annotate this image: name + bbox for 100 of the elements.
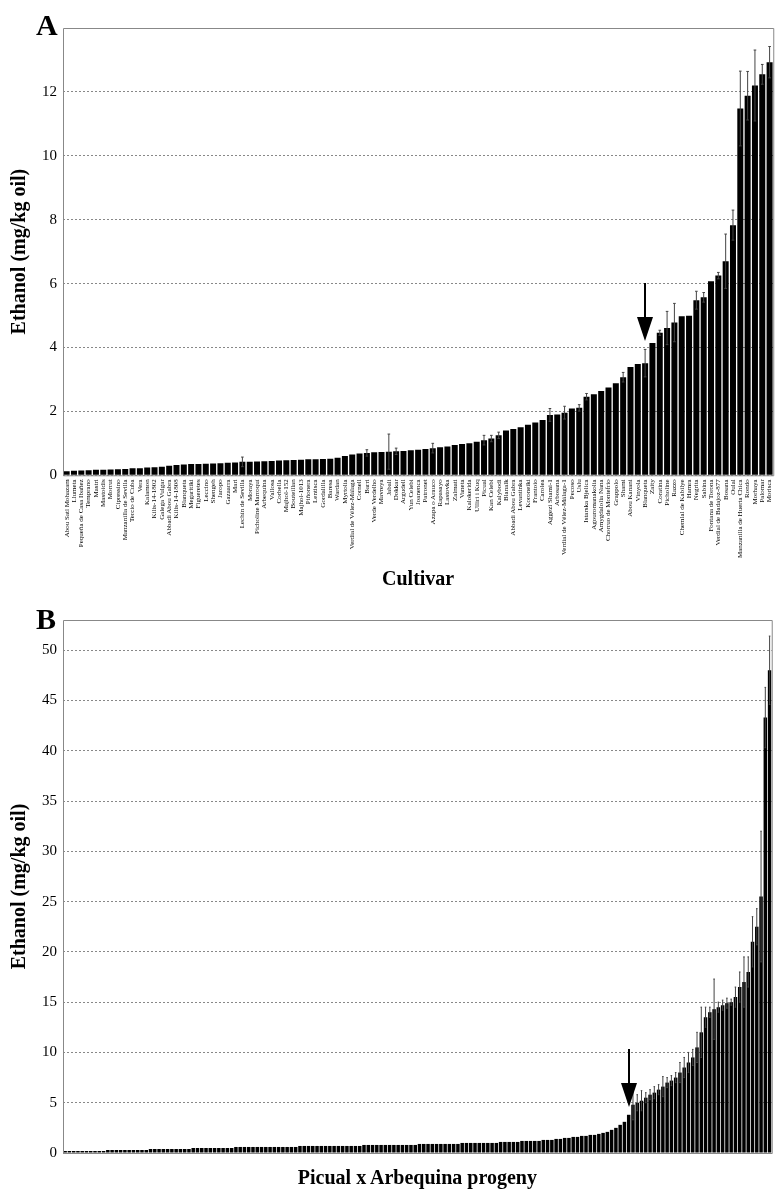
bar xyxy=(319,1145,324,1153)
y-tick-label: 30 xyxy=(42,842,57,859)
bar xyxy=(144,1149,149,1153)
bar xyxy=(362,1144,366,1153)
y-tick-label: 45 xyxy=(42,691,57,708)
bar xyxy=(259,1146,264,1153)
bar xyxy=(114,1149,119,1153)
y-tick-label: 15 xyxy=(42,993,57,1010)
bar xyxy=(554,1138,558,1153)
bar xyxy=(276,1146,281,1153)
bar xyxy=(370,1144,375,1153)
bar xyxy=(396,1144,400,1153)
bar xyxy=(106,1149,110,1153)
bar xyxy=(195,1147,200,1153)
bar xyxy=(460,1142,464,1153)
bar xyxy=(567,1137,571,1153)
x-axis-title: Cultivar xyxy=(382,567,455,590)
bar xyxy=(597,1133,601,1153)
bar xyxy=(311,1145,315,1153)
y-axis-title: Ethanol (mg/kg oil) xyxy=(7,168,31,335)
bar xyxy=(537,1140,541,1153)
bar xyxy=(375,1144,379,1153)
bar xyxy=(212,1147,217,1153)
bar xyxy=(281,1146,285,1153)
bar xyxy=(349,1145,353,1153)
y-tick-label: 5 xyxy=(49,1093,57,1110)
bar xyxy=(678,1072,682,1153)
y-tick-label: 10 xyxy=(42,146,57,163)
bar xyxy=(387,1144,392,1153)
bar xyxy=(306,1145,311,1153)
bar xyxy=(135,1149,140,1153)
bar xyxy=(601,1132,605,1153)
bar xyxy=(225,1147,230,1153)
bar xyxy=(520,1140,524,1153)
y-tick-label: 50 xyxy=(42,641,57,658)
bar xyxy=(200,1147,204,1153)
y-tick-label: 2 xyxy=(49,402,57,419)
bar xyxy=(127,1149,131,1153)
y-axis-title: Ethanol (mg/kg oil) xyxy=(7,803,31,970)
bar xyxy=(400,1144,405,1153)
bar xyxy=(766,62,773,475)
bar xyxy=(507,1141,511,1153)
bar xyxy=(323,1145,328,1153)
y-tick-label: 0 xyxy=(49,466,57,483)
bar xyxy=(383,1144,388,1153)
bar xyxy=(328,1145,332,1153)
bar xyxy=(242,1146,247,1153)
bar xyxy=(293,1146,298,1153)
bar xyxy=(413,1144,417,1153)
bar xyxy=(268,1146,272,1153)
bar xyxy=(571,1136,575,1153)
bar xyxy=(404,1144,409,1153)
bar xyxy=(665,1082,669,1153)
bar xyxy=(648,1094,652,1153)
bar xyxy=(140,1149,144,1153)
bar xyxy=(434,1143,439,1153)
bar xyxy=(336,1145,341,1153)
bar xyxy=(456,1143,460,1153)
bar xyxy=(251,1146,255,1153)
bar xyxy=(161,1148,166,1153)
bar xyxy=(430,1143,435,1153)
bar xyxy=(187,1148,191,1153)
bar xyxy=(392,1144,396,1153)
bar xyxy=(157,1148,161,1153)
y-tick-label: 25 xyxy=(42,892,57,909)
bar xyxy=(473,1142,477,1153)
bar xyxy=(246,1146,251,1153)
bar xyxy=(481,1142,486,1153)
bar xyxy=(229,1147,234,1153)
y-tick-label: 20 xyxy=(42,942,57,959)
bar xyxy=(302,1145,306,1153)
y-tick-label: 12 xyxy=(42,82,57,99)
bar xyxy=(332,1145,336,1153)
bar xyxy=(528,1140,533,1153)
bar xyxy=(289,1146,294,1153)
chart-title: A xyxy=(36,8,58,42)
y-tick-label: 6 xyxy=(49,274,58,291)
bar xyxy=(426,1143,430,1153)
bar xyxy=(447,1143,452,1153)
bar xyxy=(550,1139,554,1153)
bar xyxy=(708,1012,712,1153)
bar xyxy=(644,1097,648,1153)
bar xyxy=(148,1148,153,1153)
bar xyxy=(182,1148,187,1153)
bar xyxy=(486,1142,490,1153)
bar xyxy=(118,1149,123,1153)
bar xyxy=(366,1144,371,1153)
y-tick-label: 10 xyxy=(42,1043,57,1060)
bar xyxy=(533,1140,537,1153)
bar xyxy=(357,1145,362,1153)
bar xyxy=(264,1146,268,1153)
y-tick-label: 0 xyxy=(49,1143,57,1160)
bar xyxy=(208,1147,213,1153)
bar xyxy=(178,1148,183,1153)
bar xyxy=(234,1146,238,1153)
bar xyxy=(345,1145,349,1153)
bar xyxy=(477,1142,482,1153)
bar xyxy=(490,1142,494,1153)
bar xyxy=(204,1147,208,1153)
y-tick-label: 8 xyxy=(49,210,57,227)
